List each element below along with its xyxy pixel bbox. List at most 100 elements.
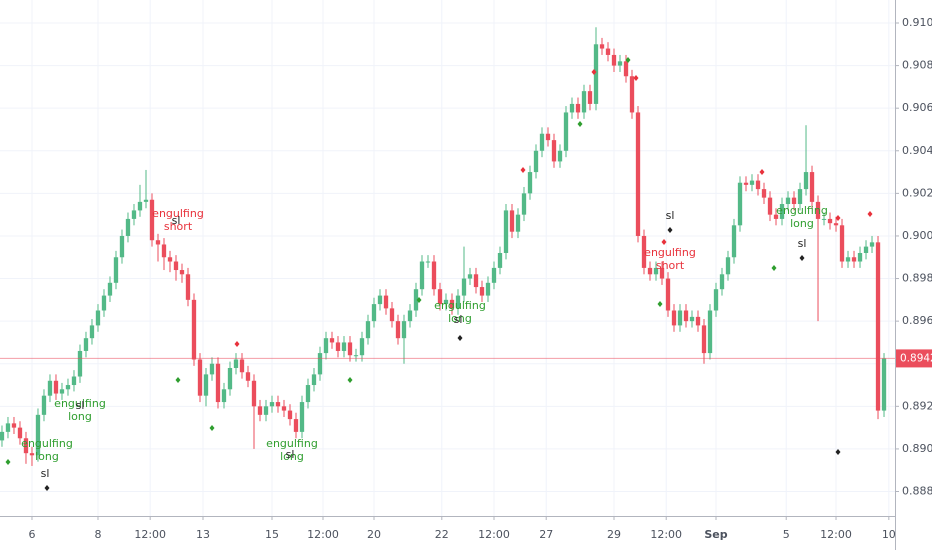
candle-body xyxy=(41,395,47,415)
candle-body xyxy=(449,299,455,309)
candle-body xyxy=(809,172,815,202)
candle-body xyxy=(299,402,305,432)
candle-body xyxy=(755,180,761,190)
annotation-text: long xyxy=(448,312,472,325)
candle-body xyxy=(131,210,137,219)
candle-body xyxy=(269,402,275,407)
annotation-text: long xyxy=(280,450,304,463)
y-tick-label: 0.89200 xyxy=(902,399,932,412)
candle-body xyxy=(233,359,239,368)
candle-body xyxy=(839,225,845,262)
candle-body xyxy=(641,235,647,268)
candles xyxy=(0,27,887,466)
candle-body xyxy=(455,295,461,309)
candle-body xyxy=(413,289,419,311)
candle-body xyxy=(743,182,749,185)
candle-body xyxy=(875,242,881,411)
candle-body xyxy=(509,210,515,232)
x-tick-label: 22 xyxy=(435,528,449,541)
candle-body xyxy=(431,261,437,290)
candle-body xyxy=(521,193,527,215)
candle-body xyxy=(323,338,329,354)
candle-body xyxy=(89,325,95,339)
candle-body xyxy=(125,218,131,236)
candle-body xyxy=(83,338,89,351)
candle-body xyxy=(407,310,413,322)
candle-body xyxy=(425,261,431,263)
x-tick-label: Sep xyxy=(704,528,727,541)
annotation-text: engulfing xyxy=(644,246,696,259)
candle-body xyxy=(605,48,611,55)
x-tick-label: 5 xyxy=(783,528,790,541)
annotation-text: sl xyxy=(41,467,50,480)
candle-body xyxy=(47,380,53,396)
candle-body xyxy=(101,295,107,311)
candle-body xyxy=(353,355,359,357)
candle-body xyxy=(395,321,401,339)
signal-marker xyxy=(209,425,215,431)
x-tick-label: 15 xyxy=(265,528,279,541)
candle-body xyxy=(149,199,155,241)
annotation-text: long xyxy=(790,217,814,230)
candle-body xyxy=(0,431,5,441)
candle-body xyxy=(65,385,71,390)
signal-marker xyxy=(771,265,777,271)
candle-body xyxy=(143,199,149,202)
candle-body xyxy=(497,252,503,268)
signal-marker xyxy=(591,69,597,75)
candle-body xyxy=(851,257,857,262)
candle-body xyxy=(419,261,425,290)
candle-body xyxy=(515,214,521,232)
candle-body xyxy=(443,299,449,305)
signal-marker xyxy=(625,57,631,63)
signal-marker xyxy=(667,227,673,233)
signal-marker xyxy=(577,121,583,127)
candle-body xyxy=(71,376,77,386)
candle-body xyxy=(389,308,395,322)
candle-body xyxy=(737,182,743,226)
candle-body xyxy=(629,76,635,113)
candle-body xyxy=(803,172,809,190)
candle-body xyxy=(185,274,191,300)
candle-body xyxy=(203,374,209,396)
candle-body xyxy=(659,267,665,279)
candle-body xyxy=(773,214,779,219)
candle-body xyxy=(827,218,833,224)
candle-body xyxy=(359,338,365,356)
candle-body xyxy=(587,91,593,104)
candle-body xyxy=(107,282,113,296)
candle-body xyxy=(59,389,65,394)
candle-body xyxy=(257,406,263,415)
candle-body xyxy=(485,282,491,296)
candle-body xyxy=(647,267,653,275)
candle-body xyxy=(23,438,29,454)
candle-body xyxy=(461,278,467,296)
candle-body xyxy=(845,257,851,262)
candle-body xyxy=(557,150,563,162)
candle-body xyxy=(575,103,581,113)
candle-body xyxy=(707,310,713,354)
y-tick-label: 0.90800 xyxy=(902,59,932,72)
signal-marker xyxy=(759,169,765,175)
candle-body xyxy=(281,406,287,411)
annotation-text: sl xyxy=(172,214,181,227)
candle-body xyxy=(191,299,197,360)
candle-body xyxy=(863,246,869,253)
signal-marker xyxy=(661,239,667,245)
candle-body xyxy=(623,61,629,77)
annotation-text: long xyxy=(35,450,59,463)
candle-body xyxy=(695,316,701,326)
signal-marker xyxy=(835,215,841,221)
candle-body xyxy=(689,316,695,322)
candle-body xyxy=(761,189,767,198)
signal-marker xyxy=(835,449,841,455)
candle-body xyxy=(35,414,41,456)
candle-body xyxy=(533,150,539,173)
candle-body xyxy=(161,244,167,258)
candle-body xyxy=(335,342,341,351)
y-tick-label: 0.89600 xyxy=(902,314,932,327)
candle-body xyxy=(881,358,887,411)
x-tick-label: 27 xyxy=(539,528,553,541)
last-price-box xyxy=(896,349,932,368)
x-tick-label: 13 xyxy=(196,528,210,541)
